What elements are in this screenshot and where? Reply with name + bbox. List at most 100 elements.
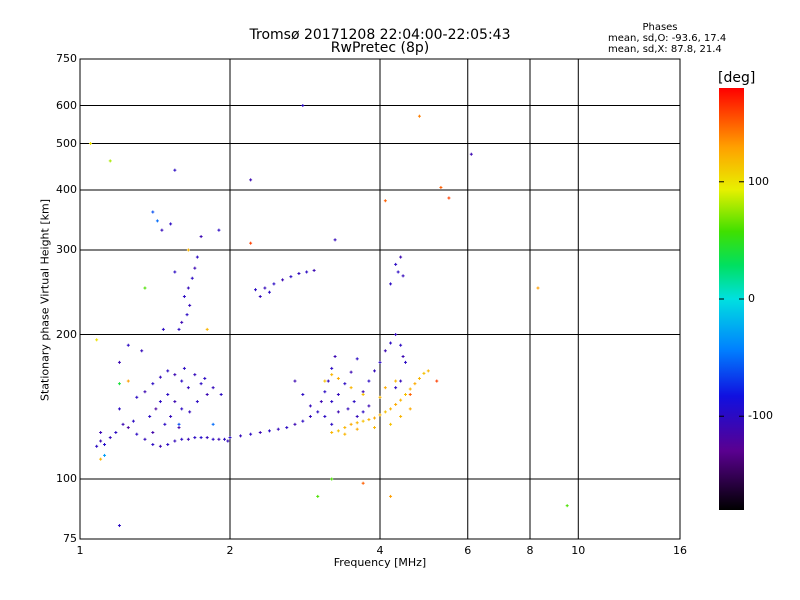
data-point — [158, 400, 162, 404]
colorbar-tick-label: -100 — [748, 409, 773, 423]
x-tick-label: 6 — [464, 544, 472, 557]
data-point — [195, 400, 199, 404]
data-point — [355, 414, 359, 418]
data-point — [316, 494, 320, 498]
data-point — [95, 444, 99, 448]
data-point — [158, 375, 162, 379]
y-tick-label: 100 — [56, 472, 77, 486]
data-point — [151, 443, 155, 447]
data-point — [336, 410, 340, 414]
data-point — [267, 290, 271, 294]
data-point — [383, 386, 387, 390]
y-tick-label: 75 — [63, 532, 77, 545]
data-point — [394, 402, 398, 406]
data-point — [323, 379, 327, 383]
data-point — [155, 219, 159, 223]
data-point — [355, 427, 359, 431]
o-mode-stats: mean, sd,O: -93.6, 17.4 — [608, 33, 727, 44]
colorbar-ticks — [719, 181, 744, 417]
data-point — [389, 422, 393, 426]
data-point — [293, 379, 297, 383]
data-point — [399, 255, 403, 259]
data-point — [305, 270, 309, 274]
data-point — [95, 338, 99, 342]
data-point — [330, 431, 334, 435]
data-point — [301, 393, 305, 397]
data-point — [399, 398, 403, 402]
data-point — [249, 178, 253, 182]
data-point — [99, 439, 103, 443]
data-point — [435, 379, 439, 383]
data-point — [330, 366, 334, 370]
data-point — [394, 379, 398, 383]
data-point — [169, 222, 173, 226]
data-point — [131, 419, 135, 423]
data-point — [108, 436, 112, 440]
data-point — [223, 437, 227, 441]
data-point — [177, 422, 181, 426]
data-point — [361, 390, 365, 394]
data-point — [408, 393, 412, 397]
data-point — [226, 439, 230, 443]
data-point — [161, 327, 165, 331]
data-point — [396, 270, 400, 274]
data-point — [173, 270, 177, 274]
data-point — [308, 404, 312, 408]
data-point — [117, 524, 121, 528]
data-point — [177, 426, 181, 430]
data-point — [333, 354, 337, 358]
data-point — [205, 393, 209, 397]
y-tick-label: 300 — [56, 243, 77, 256]
data-point — [326, 379, 330, 383]
data-point — [413, 382, 417, 386]
data-point — [217, 437, 221, 441]
data-point — [217, 228, 221, 232]
data-point — [401, 274, 405, 278]
data-point — [389, 282, 393, 286]
data-point — [199, 235, 203, 239]
data-point — [336, 393, 340, 397]
data-point — [399, 379, 403, 383]
data-point — [148, 414, 152, 418]
data-point — [333, 238, 337, 242]
data-point — [417, 114, 421, 118]
data-point — [185, 313, 189, 317]
data-point — [373, 426, 377, 430]
x-tick-label: 4 — [376, 544, 384, 557]
data-point — [308, 414, 312, 418]
data-point — [169, 414, 173, 418]
data-point — [151, 382, 155, 386]
data-point — [203, 376, 207, 380]
data-point — [186, 437, 190, 441]
data-point — [276, 427, 280, 431]
data-point — [166, 443, 170, 447]
data-point — [316, 410, 320, 414]
data-point — [343, 426, 347, 430]
data-point — [312, 268, 316, 272]
data-point — [126, 426, 130, 430]
data-point — [565, 504, 569, 508]
data-point — [399, 414, 403, 418]
data-point — [336, 429, 340, 433]
data-point — [447, 196, 451, 200]
data-point — [143, 437, 147, 441]
data-point — [195, 255, 199, 259]
data-point — [180, 379, 184, 383]
data-point — [361, 481, 365, 485]
data-point — [228, 436, 232, 440]
data-point — [143, 390, 147, 394]
data-point — [163, 422, 167, 426]
data-point — [394, 262, 398, 266]
data-point — [367, 404, 371, 408]
data-point — [253, 288, 257, 292]
colorbar-label: [deg] — [718, 70, 756, 86]
data-point — [378, 413, 382, 417]
data-point — [158, 444, 162, 448]
data-point — [205, 327, 209, 331]
data-point — [135, 432, 139, 436]
data-point — [166, 369, 170, 373]
data-point — [193, 266, 197, 270]
data-point — [383, 199, 387, 203]
data-point — [211, 386, 215, 390]
